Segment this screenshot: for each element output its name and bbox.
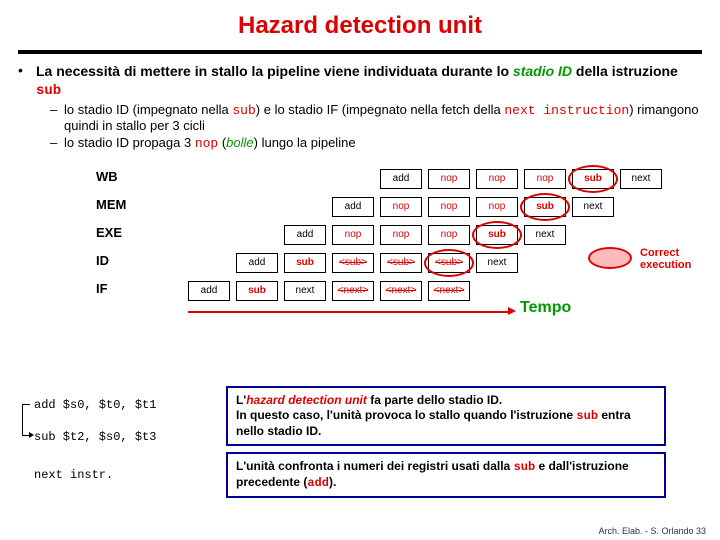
- sub-text: lo stadio ID propaga 3 nop (bolle) lungo…: [64, 135, 356, 151]
- cell: add: [188, 281, 230, 301]
- t: nop: [195, 136, 218, 151]
- cell: <sub>: [428, 253, 470, 273]
- sub-text: lo stadio ID (impegnato nella sub) e lo …: [64, 102, 702, 133]
- t: sub: [232, 103, 255, 118]
- cell: next: [572, 197, 614, 217]
- cell: add: [332, 197, 374, 217]
- txt-mono: sub: [36, 83, 61, 99]
- txt-green: stadio ID: [513, 63, 572, 79]
- correct-label: Correct execution: [640, 247, 691, 271]
- t: add: [307, 476, 329, 490]
- t: next instruction: [504, 103, 629, 118]
- cell: next: [476, 253, 518, 273]
- arrow-icon: [508, 307, 516, 315]
- t: lo stadio ID (impegnato nella: [64, 102, 232, 117]
- stage-if: IF: [96, 281, 108, 296]
- cell: sub: [476, 225, 518, 245]
- t: ).: [329, 475, 336, 489]
- t: In questo caso, l'unità provoca lo stall…: [236, 408, 576, 422]
- cell: nop: [332, 225, 374, 245]
- pipeline-diagram: WB MEM EXE ID IF add nop nop nop sub nex…: [18, 161, 702, 321]
- page-title: Hazard detection unit: [0, 0, 720, 40]
- t: ) lungo la pipeline: [254, 135, 356, 150]
- bullet-main: • La necessità di mettere in stallo la p…: [0, 62, 720, 100]
- t: sub: [514, 460, 536, 474]
- t: ) e lo stadio IF (impegnato nella fetch …: [256, 102, 505, 117]
- cell: nop: [524, 169, 566, 189]
- t: (: [218, 135, 226, 150]
- note-box-1: L'hazard detection unit fa parte dello s…: [226, 386, 666, 446]
- dash: –: [50, 102, 64, 133]
- cell: add: [284, 225, 326, 245]
- cell: nop: [428, 169, 470, 189]
- cell: nop: [380, 225, 422, 245]
- t: fa parte dello stadio ID.: [367, 393, 502, 407]
- t: sub: [576, 409, 598, 423]
- code-sub: sub $t2, $s0, $t3: [34, 430, 156, 444]
- cell: nop: [428, 197, 470, 217]
- divider: [18, 50, 702, 54]
- cell: sub: [572, 169, 614, 189]
- oval-correct-icon: [588, 247, 632, 269]
- sub-bullet-2: – lo stadio ID propaga 3 nop (bolle) lun…: [0, 133, 720, 151]
- bullet-dot: •: [18, 62, 36, 100]
- t: bolle: [226, 135, 253, 150]
- cell: <next>: [380, 281, 422, 301]
- t: hazard detection unit: [246, 393, 367, 407]
- cell: nop: [476, 197, 518, 217]
- cell: nop: [428, 225, 470, 245]
- t: L': [236, 393, 246, 407]
- stage-id: ID: [96, 253, 109, 268]
- cell: <sub>: [380, 253, 422, 273]
- cell: sub: [284, 253, 326, 273]
- cell: <next>: [428, 281, 470, 301]
- cell: sub: [524, 197, 566, 217]
- cell: next: [284, 281, 326, 301]
- cell: next: [620, 169, 662, 189]
- t: L'unità confronta i numeri dei registri …: [236, 459, 514, 473]
- cell: nop: [476, 169, 518, 189]
- t: execution: [640, 259, 691, 271]
- page-footer: Arch. Elab. - S. Orlando 33: [598, 526, 706, 536]
- cell: sub: [236, 281, 278, 301]
- t: Correct: [640, 247, 679, 259]
- cell: add: [380, 169, 422, 189]
- bullet-text: La necessità di mettere in stallo la pip…: [36, 62, 702, 100]
- tempo-label: Tempo: [520, 299, 571, 317]
- stage-wb: WB: [96, 169, 118, 184]
- sub-bullet-1: – lo stadio ID (impegnato nella sub) e l…: [0, 100, 720, 133]
- code-add: add $s0, $t0, $t1: [34, 398, 156, 412]
- link-arrow-icon: [29, 432, 34, 438]
- cell: <sub>: [332, 253, 374, 273]
- cell: <next>: [332, 281, 374, 301]
- txt: della istruzione: [572, 63, 678, 79]
- note-box-2: L'unità confronta i numeri dei registri …: [226, 452, 666, 498]
- stage-exe: EXE: [96, 225, 122, 240]
- stage-mem: MEM: [96, 197, 126, 212]
- cell: next: [524, 225, 566, 245]
- code-next: next instr.: [34, 468, 113, 482]
- cell: add: [236, 253, 278, 273]
- t: lo stadio ID propaga 3: [64, 135, 195, 150]
- time-axis: [188, 311, 508, 313]
- txt: La necessità di mettere in stallo la pip…: [36, 63, 513, 79]
- cell: nop: [380, 197, 422, 217]
- dash: –: [50, 135, 64, 151]
